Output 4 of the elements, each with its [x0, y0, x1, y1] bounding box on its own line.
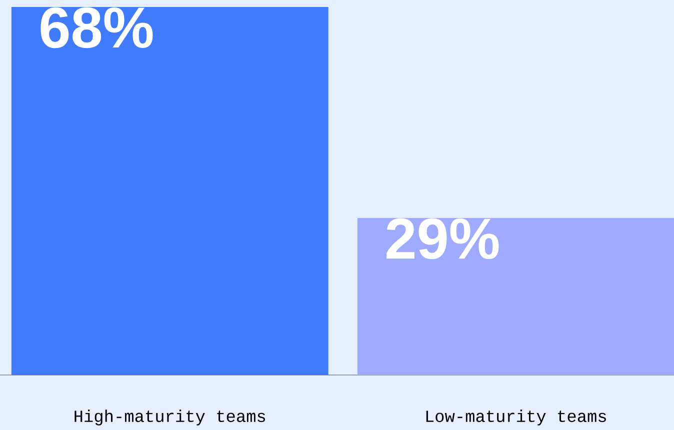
x-tick-label: Low-maturity teams — [426, 410, 606, 426]
x-tick-label: High-maturity teams — [74, 410, 266, 426]
data-label: 29% — [386, 218, 499, 260]
data-label: 68% — [40, 7, 153, 48]
